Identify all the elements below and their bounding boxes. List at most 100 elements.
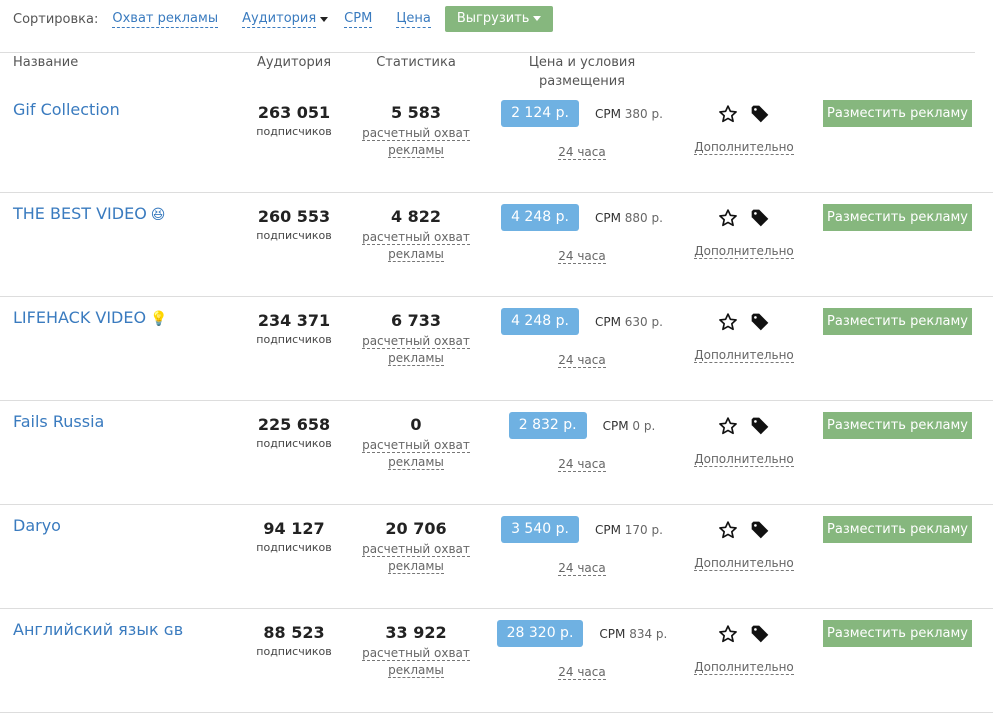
channel-emoji: 💡 [150, 311, 168, 327]
star-icon[interactable] [718, 520, 738, 544]
reach-label-2[interactable]: рекламы [388, 351, 444, 366]
col-audience: Аудитория [256, 55, 332, 70]
price-button[interactable]: 3 540 р. [501, 516, 579, 543]
star-icon[interactable] [718, 312, 738, 336]
table-row: Gif Collection 263 051 подписчиков 5 583… [0, 88, 993, 193]
channel-name-link[interactable]: Английский язык ɢʙ [13, 620, 187, 639]
price-button[interactable]: 2 124 р. [501, 100, 579, 127]
sort-audience[interactable]: Аудитория [242, 10, 317, 28]
duration-link[interactable]: 24 часа [558, 353, 606, 368]
col-price: Цена и условия размещения [528, 55, 636, 89]
audience-count: 225 658 [257, 415, 331, 434]
channel-name: Английский язык ɢʙ [13, 620, 184, 639]
cpm-value: CPM 880 р. [595, 211, 663, 225]
channel-name-link[interactable]: THE BEST VIDEO 😆 [13, 204, 165, 223]
channel-name-link[interactable]: Gif Collection [13, 100, 124, 119]
cpm-amount: 0 р. [632, 418, 656, 433]
duration-link[interactable]: 24 часа [558, 665, 606, 680]
more-link[interactable]: Дополнительно [694, 244, 794, 259]
reach-label-2[interactable]: рекламы [388, 559, 444, 574]
reach-label-2[interactable]: рекламы [388, 143, 444, 158]
reach-label[interactable]: расчетный охват [362, 542, 470, 557]
channel-name-link[interactable]: Daryo [13, 516, 65, 535]
cpm-value: CPM 380 р. [595, 107, 663, 121]
tag-icon[interactable] [750, 520, 770, 544]
subscribers-label: подписчиков [256, 229, 332, 242]
more-link[interactable]: Дополнительно [694, 140, 794, 155]
place-ad-button[interactable]: Разместить рекламу [823, 620, 972, 647]
more-link[interactable]: Дополнительно [694, 348, 794, 363]
reach-label-2[interactable]: рекламы [388, 663, 444, 678]
divider [0, 52, 975, 53]
tag-icon[interactable] [750, 624, 770, 648]
caret-down-icon[interactable] [320, 16, 329, 22]
audience-count: 94 127 [263, 519, 325, 538]
col-name: Название [13, 55, 79, 70]
export-button[interactable]: Выгрузить [444, 6, 554, 32]
duration-link[interactable]: 24 часа [558, 145, 606, 160]
reach-label[interactable]: расчетный охват [362, 334, 470, 349]
more-link[interactable]: Дополнительно [694, 452, 794, 467]
sort-price[interactable]: Цена [396, 10, 431, 28]
place-ad-button[interactable]: Разместить рекламу [823, 204, 972, 231]
reach-label-2[interactable]: рекламы [388, 455, 444, 470]
price-button[interactable]: 28 320 р. [496, 620, 584, 647]
cpm-value: CPM 170 р. [595, 523, 663, 537]
reach-label[interactable]: расчетный охват [362, 126, 470, 141]
star-icon[interactable] [718, 104, 738, 128]
duration-link[interactable]: 24 часа [558, 249, 606, 264]
more-link[interactable]: Дополнительно [694, 556, 794, 571]
subscribers-label: подписчиков [256, 437, 332, 450]
cpm-amount: 170 р. [624, 522, 663, 537]
reach-count: 6 733 [390, 311, 442, 330]
star-icon[interactable] [718, 416, 738, 440]
channel-emoji: 😆 [150, 207, 166, 223]
subscribers-label: подписчиков [256, 645, 332, 658]
star-icon[interactable] [718, 208, 738, 232]
tag-icon[interactable] [750, 416, 770, 440]
tag-icon[interactable] [750, 208, 770, 232]
place-ad-button[interactable]: Разместить рекламу [823, 516, 972, 543]
channel-name: Gif Collection [13, 100, 120, 119]
duration-link[interactable]: 24 часа [558, 457, 606, 472]
reach-label[interactable]: расчетный охват [362, 646, 470, 661]
subscribers-label: подписчиков [256, 333, 332, 346]
sort-label: Сортировка: [13, 11, 99, 27]
audience-count: 263 051 [257, 103, 331, 122]
price-button[interactable]: 4 248 р. [501, 308, 579, 335]
place-ad-button[interactable]: Разместить рекламу [823, 100, 972, 127]
more-link[interactable]: Дополнительно [694, 660, 794, 675]
cpm-label: CPM [594, 106, 621, 121]
channel-name-link[interactable]: LIFEHACK VIDEO 💡 [13, 308, 168, 327]
channel-name: Daryo [13, 516, 61, 535]
price-button[interactable]: 4 248 р. [501, 204, 579, 231]
duration-link[interactable]: 24 часа [558, 561, 606, 576]
tag-icon[interactable] [750, 104, 770, 128]
sort-cpm[interactable]: CPM [344, 10, 373, 28]
sort-reach[interactable]: Охват рекламы [112, 10, 219, 28]
cpm-amount: 380 р. [624, 106, 663, 121]
channel-name-link[interactable]: Fails Russia [13, 412, 108, 431]
cpm-label: CPM [599, 626, 626, 641]
place-ad-button[interactable]: Разместить рекламу [823, 308, 972, 335]
col-stats: Статистика [376, 55, 456, 70]
reach-count: 33 922 [385, 623, 447, 642]
reach-label[interactable]: расчетный охват [362, 230, 470, 245]
subscribers-label: подписчиков [256, 125, 332, 138]
reach-label[interactable]: расчетный охват [362, 438, 470, 453]
star-icon[interactable] [718, 624, 738, 648]
cpm-value: CPM 0 р. [603, 419, 656, 433]
price-button[interactable]: 2 832 р. [508, 412, 587, 439]
cpm-label: CPM [594, 314, 621, 329]
channel-name: THE BEST VIDEO [13, 204, 147, 223]
channel-name: Fails Russia [13, 412, 105, 431]
audience-count: 234 371 [257, 311, 331, 330]
cpm-value: CPM 630 р. [595, 315, 663, 329]
reach-label-2[interactable]: рекламы [388, 247, 444, 262]
place-ad-button[interactable]: Разместить рекламу [823, 412, 972, 439]
table-row: LIFEHACK VIDEO 💡 234 371 подписчиков 6 73… [0, 296, 993, 401]
reach-count: 5 583 [390, 103, 442, 122]
tag-icon[interactable] [750, 312, 770, 336]
reach-count: 20 706 [385, 519, 447, 538]
table-row: Daryo 94 127 подписчиков 20 706 расчетны… [0, 504, 993, 609]
